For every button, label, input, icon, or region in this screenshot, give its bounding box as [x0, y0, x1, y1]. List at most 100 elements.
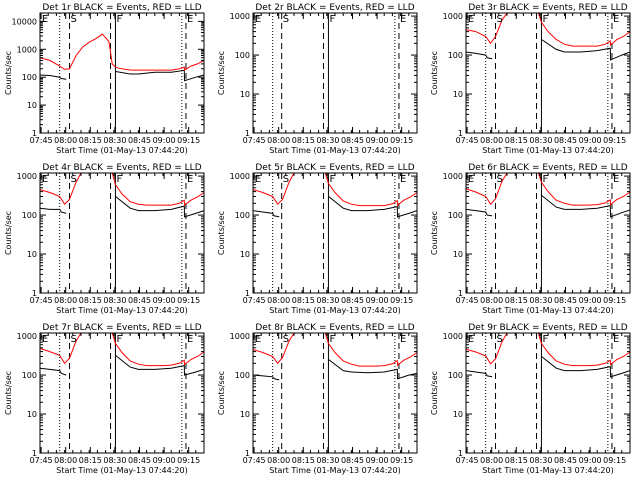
y-tick-label: 1	[458, 449, 463, 458]
x-tick-label: 08:45	[554, 136, 577, 145]
x-tick-label: 09:15	[603, 136, 626, 145]
series-line-lld	[40, 173, 204, 207]
x-tick-label: 08:15	[505, 136, 528, 145]
y-axis-label: Counts/sec	[430, 51, 439, 95]
panel-title: Det 2r BLACK = Events, RED = LLD	[255, 3, 414, 13]
x-tick-label: 09:00	[153, 136, 176, 145]
region-marker-s: S	[283, 334, 289, 345]
x-axis-label: Start Time (01-May-13 07:44:20)	[56, 306, 187, 315]
y-tick-label: 1	[245, 449, 250, 458]
x-tick-label: 08:15	[79, 456, 102, 465]
y-tick-label: 10	[240, 90, 250, 99]
plot-frame	[465, 332, 631, 454]
panel-title: Det 4r BLACK = Events, RED = LLD	[42, 163, 201, 173]
panel-det-9r: Det 9r BLACK = Events, RED = LLD Counts/s…	[430, 323, 631, 475]
y-axis-label: Counts/sec	[4, 211, 13, 255]
x-tick-label: 08:30	[316, 136, 339, 145]
x-tick-label: 08:15	[292, 456, 315, 465]
panel-det-2r: Det 2r BLACK = Events, RED = LLD Counts/s…	[217, 3, 418, 155]
x-tick-label: 08:15	[505, 456, 528, 465]
y-tick-label: 1000	[443, 172, 463, 181]
series-line-events	[40, 69, 204, 82]
x-tick-label: 07:45	[456, 296, 479, 305]
region-marker-f: F	[329, 334, 335, 345]
x-tick-label: 08:30	[103, 296, 126, 305]
x-tick-label: 09:00	[579, 296, 602, 305]
series-line-events	[466, 39, 630, 61]
y-tick-label: 10	[453, 90, 463, 99]
x-tick-label: 08:15	[292, 136, 315, 145]
x-tick-label: 09:00	[366, 296, 389, 305]
region-marker-e: E	[613, 334, 619, 345]
x-tick-label: 07:45	[30, 296, 53, 305]
region-marker-s: S	[71, 174, 77, 185]
region-marker-e: E	[42, 174, 48, 185]
y-tick-label: 10	[27, 101, 37, 110]
x-tick-label: 07:45	[243, 296, 266, 305]
series-line-events	[40, 355, 204, 376]
x-tick-label: 08:00	[267, 296, 290, 305]
x-tick-label: 08:45	[128, 456, 151, 465]
series-line-lld	[40, 333, 204, 367]
panel-title: Det 9r BLACK = Events, RED = LLD	[468, 323, 627, 333]
region-marker-s: S	[283, 174, 289, 185]
x-axis-label: Start Time (01-May-13 07:44:20)	[269, 146, 400, 155]
series-line-events	[253, 196, 417, 218]
series-line-lld	[40, 33, 204, 71]
y-tick-label: 1000	[230, 172, 250, 181]
x-tick-label: 08:00	[480, 136, 503, 145]
y-axis-label: Counts/sec	[217, 371, 226, 415]
x-tick-label: 09:15	[177, 296, 200, 305]
y-tick-label: 10	[453, 250, 463, 259]
y-tick-label: 100	[235, 51, 250, 60]
region-marker-f: F	[116, 334, 122, 345]
x-tick-label: 09:15	[390, 296, 413, 305]
x-tick-label: 08:15	[505, 296, 528, 305]
x-tick-label: 08:30	[529, 136, 552, 145]
y-tick-label: 100	[448, 211, 463, 220]
panel-det-5r: Det 5r BLACK = Events, RED = LLD Counts/s…	[217, 163, 418, 315]
region-marker-e: E	[400, 174, 406, 185]
x-tick-label: 09:15	[603, 296, 626, 305]
x-tick-label: 08:00	[267, 456, 290, 465]
x-tick-label: 08:30	[529, 296, 552, 305]
x-tick-label: 08:45	[128, 296, 151, 305]
y-tick-label: 100	[448, 51, 463, 60]
x-tick-label: 08:30	[316, 456, 339, 465]
x-tick-label: 08:00	[480, 456, 503, 465]
region-marker-e: E	[187, 14, 193, 25]
series-line-lld	[466, 333, 630, 367]
x-tick-label: 07:45	[30, 136, 53, 145]
y-tick-label: 10	[27, 410, 37, 419]
region-marker-s: S	[497, 334, 503, 345]
x-tick-label: 09:00	[579, 456, 602, 465]
region-marker-s: S	[71, 334, 77, 345]
x-tick-label: 08:45	[341, 456, 364, 465]
y-tick-label: 1	[32, 449, 37, 458]
x-tick-label: 08:45	[341, 296, 364, 305]
x-tick-label: 08:30	[529, 456, 552, 465]
y-axis-label: Counts/sec	[4, 51, 13, 95]
region-marker-e: E	[468, 174, 474, 185]
panel-title: Det 7r BLACK = Events, RED = LLD	[42, 323, 201, 333]
y-tick-label: 10	[240, 410, 250, 419]
plot-data	[272, 13, 400, 133]
plot-data	[40, 13, 204, 133]
region-marker-e: E	[187, 174, 193, 185]
region-marker-e: E	[187, 334, 193, 345]
x-axis-label: Start Time (01-May-13 07:44:20)	[56, 466, 187, 475]
panel-title: Det 6r BLACK = Events, RED = LLD	[468, 163, 627, 173]
y-tick-label: 10	[453, 410, 463, 419]
x-tick-label: 08:45	[128, 136, 151, 145]
y-axis-label: Counts/sec	[4, 371, 13, 415]
panel-title: Det 1r BLACK = Events, RED = LLD	[42, 3, 201, 13]
y-axis-label: Counts/sec	[217, 51, 226, 95]
x-tick-label: 08:00	[480, 296, 503, 305]
region-marker-e: E	[42, 14, 48, 25]
y-tick-label: 100	[22, 73, 37, 82]
region-marker-s: S	[71, 14, 77, 25]
x-tick-label: 08:30	[103, 136, 126, 145]
y-tick-label: 1000	[443, 12, 463, 21]
region-marker-f: F	[329, 174, 335, 185]
